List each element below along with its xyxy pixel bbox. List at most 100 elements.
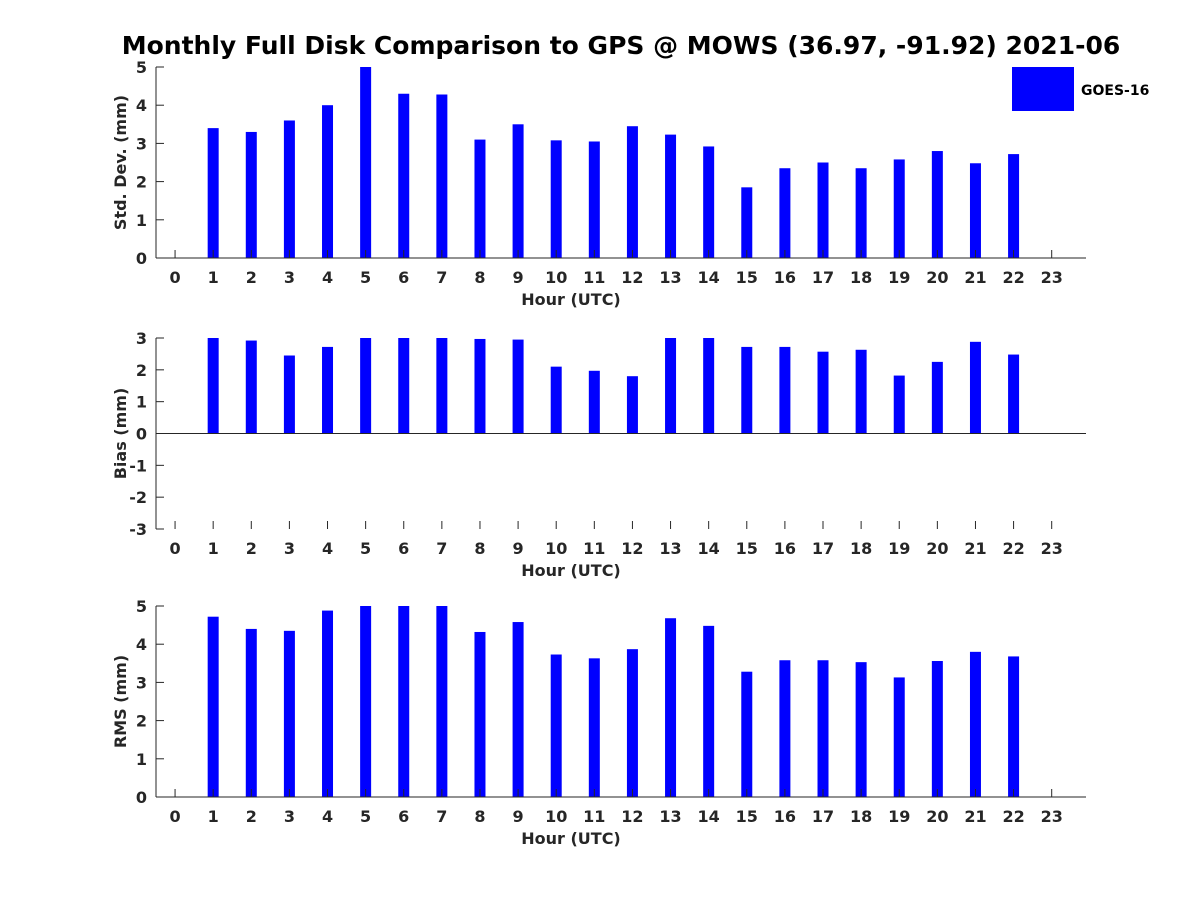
x-tick-label: 15 <box>736 268 758 287</box>
x-tick-label: 3 <box>284 268 295 287</box>
x-tick-label: 0 <box>169 539 180 558</box>
y-tick-label: 0 <box>136 788 147 807</box>
x-tick-label: 11 <box>583 807 605 826</box>
bar-hour-6 <box>398 338 410 434</box>
x-tick-label: 22 <box>1002 539 1024 558</box>
x-tick-label: 16 <box>774 268 796 287</box>
bar-hour-21 <box>969 163 981 258</box>
y-tick-label: 2 <box>136 173 147 192</box>
bar-hour-13 <box>665 338 677 434</box>
bar-hour-4 <box>322 610 334 797</box>
bar-hour-8 <box>474 338 486 434</box>
x-tick-label: 7 <box>436 539 447 558</box>
x-tick-label: 21 <box>964 539 986 558</box>
y-tick-label: 3 <box>136 134 147 153</box>
bar-hour-5 <box>360 606 372 797</box>
bar-hour-19 <box>893 677 905 797</box>
x-tick-label: 18 <box>850 268 872 287</box>
x-tick-label: 9 <box>513 807 524 826</box>
bar-hour-5 <box>360 338 372 434</box>
bar-hour-11 <box>588 658 600 797</box>
bar-hour-17 <box>817 660 829 797</box>
y-axis-label: Std. Dev. (mm) <box>111 95 130 230</box>
x-tick-label: 23 <box>1041 807 1063 826</box>
x-tick-label: 19 <box>888 807 910 826</box>
x-tick-label: 12 <box>621 268 643 287</box>
x-tick-label: 15 <box>736 807 758 826</box>
x-tick-label: 15 <box>736 539 758 558</box>
x-tick-label: 10 <box>545 807 567 826</box>
y-tick-label: 5 <box>136 597 147 616</box>
bar-hour-2 <box>245 340 257 434</box>
x-tick-label: 6 <box>398 539 409 558</box>
x-tick-label: 8 <box>474 807 485 826</box>
x-tick-label: 7 <box>436 268 447 287</box>
bar-hour-1 <box>207 338 219 434</box>
bar-hour-9 <box>512 339 524 434</box>
x-tick-label: 8 <box>474 268 485 287</box>
x-tick-label: 6 <box>398 807 409 826</box>
x-tick-label: 4 <box>322 807 333 826</box>
x-tick-label: 4 <box>322 539 333 558</box>
x-tick-label: 19 <box>888 539 910 558</box>
x-tick-label: 18 <box>850 539 872 558</box>
bar-hour-5 <box>360 67 372 258</box>
bar-hour-7 <box>436 94 448 258</box>
bar-hour-15 <box>741 187 753 258</box>
x-tick-label: 14 <box>698 807 720 826</box>
bar-hour-15 <box>741 346 753 434</box>
bar-hour-6 <box>398 93 410 259</box>
bar-hour-21 <box>969 651 981 797</box>
y-tick-label: 0 <box>136 425 147 444</box>
bar-hour-10 <box>550 366 562 434</box>
bar-hour-4 <box>322 105 334 258</box>
bar-hour-8 <box>474 631 486 797</box>
bar-hour-7 <box>436 606 448 797</box>
x-axis-label: Hour (UTC) <box>521 290 621 309</box>
y-axis-label: RMS (mm) <box>111 655 130 748</box>
y-tick-label: 1 <box>136 750 147 769</box>
x-tick-label: 13 <box>659 807 681 826</box>
bar-hour-6 <box>398 606 410 797</box>
bar-hour-12 <box>626 126 638 259</box>
legend-label: GOES-16 <box>1081 83 1149 99</box>
x-tick-label: 20 <box>926 268 948 287</box>
bar-hour-1 <box>207 616 219 797</box>
x-tick-label: 11 <box>583 268 605 287</box>
bar-hour-18 <box>855 168 867 258</box>
bar-hour-19 <box>893 375 905 434</box>
bar-hour-16 <box>779 660 791 797</box>
x-tick-label: 5 <box>360 268 371 287</box>
x-tick-label: 12 <box>621 807 643 826</box>
x-tick-label: 0 <box>169 268 180 287</box>
bar-hour-17 <box>817 162 829 258</box>
y-tick-label: 4 <box>136 635 147 654</box>
legend-swatch <box>1012 67 1074 111</box>
x-tick-label: 11 <box>583 539 605 558</box>
x-tick-label: 1 <box>208 807 219 826</box>
y-tick-label: 5 <box>136 58 147 77</box>
bar-hour-14 <box>703 338 715 434</box>
x-tick-label: 14 <box>698 539 720 558</box>
bar-hour-10 <box>550 140 562 258</box>
bar-hour-11 <box>588 141 600 258</box>
bar-hour-20 <box>931 151 943 258</box>
x-tick-label: 18 <box>850 807 872 826</box>
x-tick-label: 13 <box>659 268 681 287</box>
bar-hour-20 <box>931 661 943 797</box>
y-tick-label: -2 <box>129 488 147 507</box>
x-tick-label: 16 <box>774 539 796 558</box>
bar-hour-9 <box>512 124 524 258</box>
x-tick-label: 21 <box>964 268 986 287</box>
x-tick-label: 7 <box>436 807 447 826</box>
bar-hour-18 <box>855 349 867 434</box>
x-tick-label: 1 <box>208 539 219 558</box>
x-axis-label: Hour (UTC) <box>521 829 621 848</box>
x-tick-label: 2 <box>246 539 257 558</box>
bar-hour-2 <box>245 131 257 258</box>
x-axis-label: Hour (UTC) <box>521 561 621 580</box>
y-tick-label: 2 <box>136 712 147 731</box>
bar-hour-12 <box>626 376 638 434</box>
